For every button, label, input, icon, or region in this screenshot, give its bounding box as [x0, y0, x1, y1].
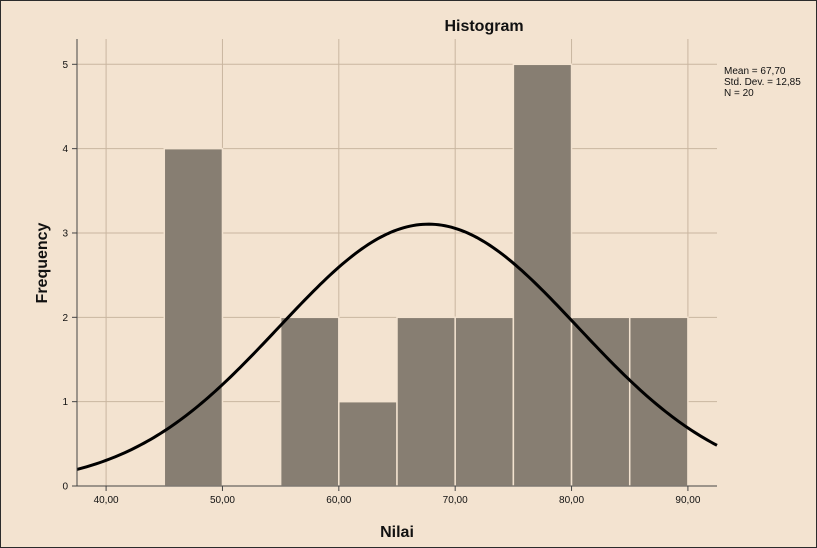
stats-std-dev: Std. Dev. = 12,85	[724, 77, 801, 88]
histogram-bar	[454, 316, 515, 487]
y-tick-label: 4	[62, 144, 68, 155]
stats-n: N = 20	[724, 88, 754, 99]
x-ticks: 40,00 50,00 60,00 70,00 80,00 90,00	[94, 486, 701, 506]
y-tick-label: 5	[62, 60, 68, 71]
x-tick-label: 90,00	[675, 495, 700, 506]
x-tick-label: 50,00	[210, 495, 235, 506]
y-axis-label: Frequency	[34, 222, 51, 303]
x-tick-label: 40,00	[94, 495, 119, 506]
y-tick-label: 3	[62, 228, 68, 239]
histogram-bar	[570, 316, 631, 487]
histogram-bar	[163, 147, 224, 487]
x-tick-label: 60,00	[326, 495, 351, 506]
y-tick-label: 0	[62, 482, 68, 493]
histogram-bar	[628, 316, 689, 487]
y-tick-label: 1	[62, 397, 68, 408]
axes	[76, 39, 717, 487]
histogram-bar	[279, 316, 340, 487]
y-tick-label: 2	[62, 313, 68, 324]
histogram-bar	[512, 63, 573, 487]
stats-legend: Mean = 67,70 Std. Dev. = 12,85 N = 20	[724, 66, 801, 99]
histogram-bar	[396, 316, 456, 487]
y-ticks: 0 1 2 3 4 5	[62, 60, 77, 493]
stats-mean: Mean = 67,70	[724, 66, 786, 77]
bars	[163, 63, 689, 487]
chart-title: Histogram	[444, 18, 523, 35]
histogram-bar	[338, 400, 398, 487]
x-tick-label: 80,00	[559, 495, 584, 506]
normal-curve	[76, 222, 718, 471]
x-axis-label: Nilai	[380, 524, 414, 541]
x-tick-label: 70,00	[443, 495, 468, 506]
